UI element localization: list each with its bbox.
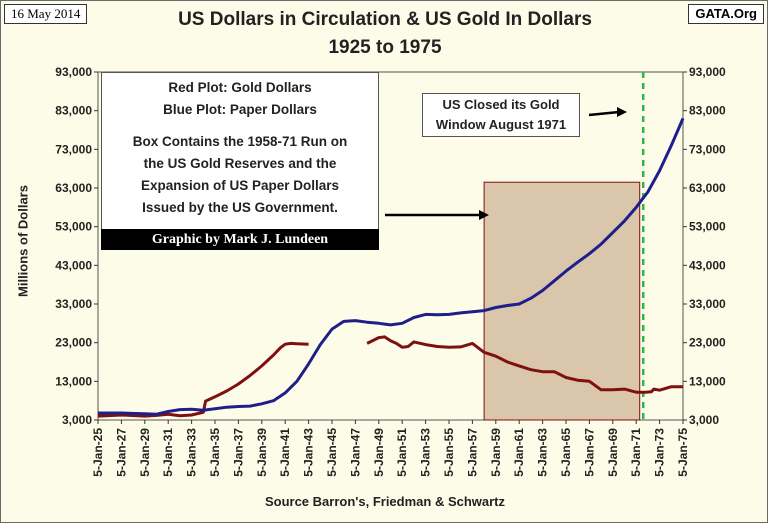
x-tick-label: 5-Jan-55 xyxy=(442,428,456,477)
credit-bar: Graphic by Mark J. Lundeen xyxy=(101,229,379,250)
x-tick-label: 5-Jan-47 xyxy=(348,428,362,477)
x-tick-label: 5-Jan-31 xyxy=(161,428,175,477)
x-tick-label: 5-Jan-35 xyxy=(208,428,222,477)
legend-box: Red Plot: Gold Dollars Blue Plot: Paper … xyxy=(101,72,379,230)
x-tick-label: 5-Jan-57 xyxy=(465,428,479,477)
x-tick-label: 5-Jan-65 xyxy=(559,428,573,477)
x-tick-label: 5-Jan-27 xyxy=(114,428,128,477)
y-tick-label-right: 23,000 xyxy=(689,336,726,350)
x-tick-label: 5-Jan-63 xyxy=(536,428,550,477)
x-tick-label: 5-Jan-39 xyxy=(255,428,269,477)
y-tick-label-left: 63,000 xyxy=(55,181,92,195)
chart-subtitle: 1925 to 1975 xyxy=(328,37,442,58)
y-tick-label-right: 13,000 xyxy=(689,374,726,388)
y-tick-label-right: 43,000 xyxy=(689,258,726,272)
legend-gold-label: Red Plot: Gold Dollars xyxy=(168,80,312,95)
y-tick-label-left: 23,000 xyxy=(55,336,92,350)
x-tick-label: 5-Jan-53 xyxy=(419,428,433,477)
x-tick-label: 5-Jan-41 xyxy=(278,428,292,477)
x-tick-label: 5-Jan-71 xyxy=(629,428,643,477)
x-tick-label: 5-Jan-73 xyxy=(653,428,667,477)
gold-window-annotation: US Closed its Gold Window August 1971 xyxy=(422,93,580,137)
y-tick-label-right: 53,000 xyxy=(689,220,726,234)
legend-note-line-3: Expansion of US Paper Dollars xyxy=(140,178,340,193)
x-tick-label: 5-Jan-75 xyxy=(676,428,690,477)
y-tick-label-right: 73,000 xyxy=(689,142,726,156)
x-tick-label: 5-Jan-51 xyxy=(395,428,409,477)
y-tick-label-left: 93,000 xyxy=(55,65,92,79)
y-tick-label-left: 43,000 xyxy=(55,258,92,272)
shaded-region-1958-71 xyxy=(483,181,641,421)
y-tick-label-left: 3,000 xyxy=(62,413,92,427)
x-tick-label: 5-Jan-37 xyxy=(231,428,245,477)
x-tick-label: 5-Jan-33 xyxy=(185,428,199,477)
y-tick-label-left: 73,000 xyxy=(55,142,92,156)
chart-title: US Dollars in Circulation & US Gold In D… xyxy=(178,9,592,30)
x-tick-label: 5-Jan-45 xyxy=(325,428,339,477)
y-tick-label-right: 3,000 xyxy=(689,413,719,427)
arrow-to-window-marker-shaft xyxy=(588,110,620,117)
arrow-to-shaded-box-head xyxy=(479,210,489,220)
date-stamp: 16 May 2014 xyxy=(4,4,88,24)
plot-area: 3,000 3,000 13,000 13,000 23,000 23,000 33,000… xyxy=(55,65,726,477)
legend-paper-label: Blue Plot: Paper Dollars xyxy=(163,102,317,117)
legend-note-line-2: the US Gold Reserves and the xyxy=(143,156,337,171)
annotation-line-1: US Closed its Gold xyxy=(442,97,560,112)
y-tick-label-right: 63,000 xyxy=(689,181,726,195)
y-tick-label-left: 53,000 xyxy=(55,220,92,234)
legend-note-line-4: Issued by the US Government. xyxy=(142,200,338,215)
x-tick-label: 5-Jan-49 xyxy=(372,428,386,477)
x-tick-label: 5-Jan-43 xyxy=(302,428,316,477)
site-stamp: GATA.Org xyxy=(688,4,764,24)
x-tick-label: 5-Jan-67 xyxy=(582,428,596,477)
source-note: Source Barron's, Friedman & Schwartz xyxy=(264,494,506,509)
y-axis-label: Millions of Dollars xyxy=(15,185,31,297)
y-tick-label-left: 13,000 xyxy=(55,374,92,388)
y-tick-label-right: 33,000 xyxy=(689,297,726,311)
gold-dollars-line xyxy=(366,335,683,394)
arrow-to-window-marker-head xyxy=(617,107,627,117)
annotation-line-2: Window August 1971 xyxy=(435,117,567,132)
x-tick-label: 5-Jan-59 xyxy=(489,428,503,477)
x-tick-label: 5-Jan-61 xyxy=(512,428,526,477)
y-tick-label-left: 83,000 xyxy=(55,104,92,118)
paper-dollars-line xyxy=(98,117,685,416)
x-tick-label: 5-Jan-69 xyxy=(606,428,620,477)
x-tick-label: 5-Jan-29 xyxy=(138,428,152,477)
legend-note-line-1: Box Contains the 1958-71 Run on xyxy=(132,134,348,149)
x-tick-label: 5-Jan-25 xyxy=(91,428,105,477)
y-tick-label-right: 83,000 xyxy=(689,104,726,118)
y-tick-label-left: 33,000 xyxy=(55,297,92,311)
y-tick-label-right: 93,000 xyxy=(689,65,726,79)
